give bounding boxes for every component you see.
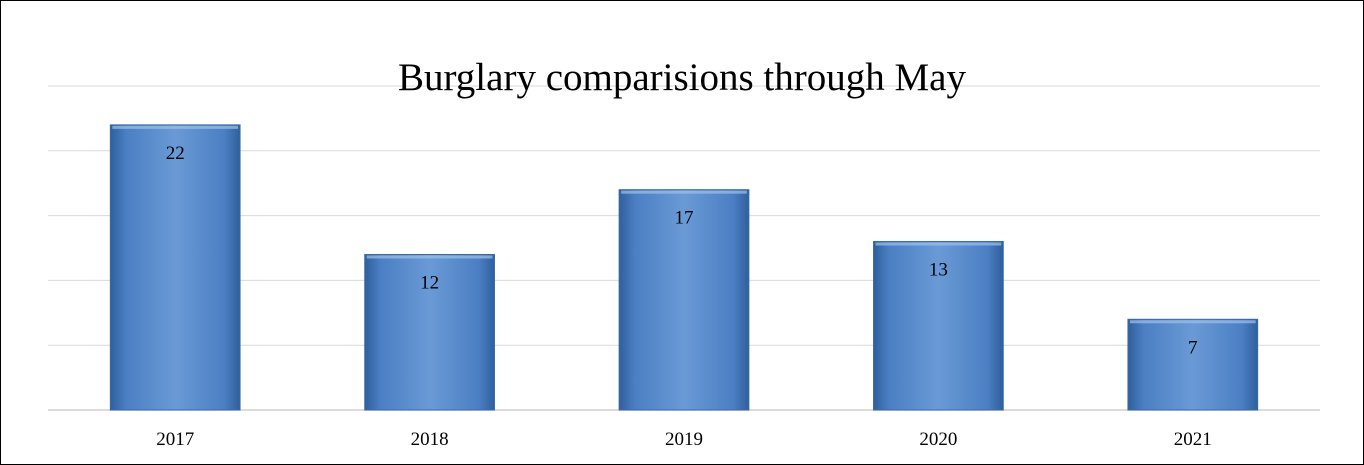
bar-2021 bbox=[1127, 318, 1259, 411]
x-tick-label-2021: 2021 bbox=[1174, 429, 1212, 450]
x-tick-label-2017: 2017 bbox=[156, 429, 194, 450]
data-label-2019: 17 bbox=[675, 208, 694, 229]
bar-2020 bbox=[873, 241, 1004, 411]
bar-2018 bbox=[364, 253, 495, 411]
data-label-2017: 22 bbox=[166, 143, 185, 164]
bars: 22 12 17 13 7 bbox=[109, 124, 1259, 411]
gridlines bbox=[48, 85, 1320, 411]
bar-highlight bbox=[621, 190, 747, 194]
bar-highlight bbox=[1129, 320, 1256, 324]
bar-highlight bbox=[875, 242, 1002, 246]
chart-title: Burglary comparisions through May bbox=[398, 56, 966, 99]
x-axis-labels: 2017 2018 2019 2020 2021 bbox=[156, 429, 1212, 450]
x-tick-label-2018: 2018 bbox=[411, 429, 449, 450]
x-tick-label-2019: 2019 bbox=[665, 429, 703, 450]
data-label-2020: 13 bbox=[929, 260, 948, 281]
x-tick-label-2020: 2020 bbox=[919, 429, 957, 450]
bar-highlight bbox=[366, 255, 493, 259]
data-label-2018: 12 bbox=[420, 272, 439, 293]
bar-2019 bbox=[618, 189, 750, 411]
bar-2017 bbox=[109, 124, 241, 411]
bar-highlight bbox=[112, 125, 239, 129]
data-label-2021: 7 bbox=[1188, 337, 1198, 358]
